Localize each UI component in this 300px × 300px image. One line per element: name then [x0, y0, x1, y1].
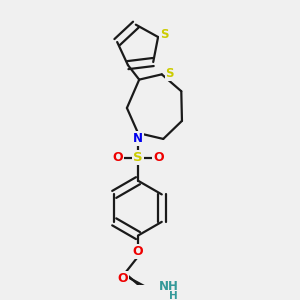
Text: O: O	[133, 245, 143, 258]
Text: S: S	[160, 28, 169, 41]
Text: O: O	[153, 151, 164, 164]
Text: NH: NH	[158, 280, 178, 293]
Text: O: O	[112, 151, 123, 164]
Text: H: H	[169, 291, 178, 300]
Text: S: S	[133, 151, 143, 164]
Text: S: S	[166, 67, 174, 80]
Text: O: O	[117, 272, 128, 285]
Text: N: N	[133, 132, 143, 145]
